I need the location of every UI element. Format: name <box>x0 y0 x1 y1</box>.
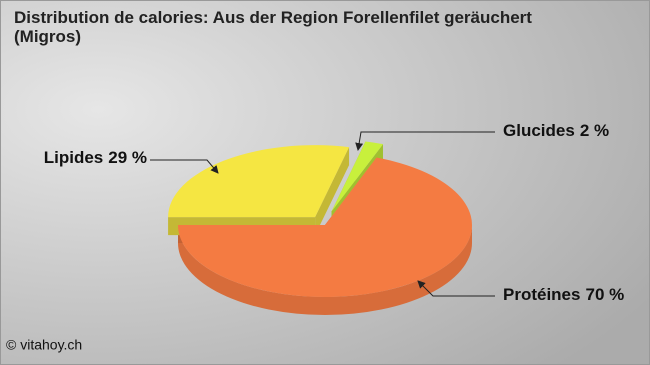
slice-label: Glucides 2 % <box>503 121 609 140</box>
value-label: 29 % <box>108 148 147 167</box>
slice <box>178 157 473 298</box>
category-name: Lipides <box>44 148 104 167</box>
chart-title: Distribution de calories: Aus der Region… <box>14 8 532 46</box>
slice <box>331 141 383 212</box>
value-label: 2 % <box>580 121 609 140</box>
category-name: Protéines <box>503 285 580 304</box>
category-name: Glucides <box>503 121 575 140</box>
slice-side <box>178 225 472 315</box>
leader-line <box>417 280 495 297</box>
leader-line <box>150 159 219 174</box>
labels: Protéines 70 % Lipides 29 % Glucides 2 % <box>44 121 625 304</box>
slice <box>168 145 350 218</box>
pie <box>168 141 473 315</box>
credit: © vitahoy.ch <box>6 337 82 353</box>
leader-line <box>355 131 495 151</box>
slice-edge <box>315 147 350 236</box>
value-label: 70 % <box>585 285 624 304</box>
slice-label: Protéines 70 % <box>503 285 624 304</box>
slice-label: Lipides 29 % <box>44 148 147 167</box>
